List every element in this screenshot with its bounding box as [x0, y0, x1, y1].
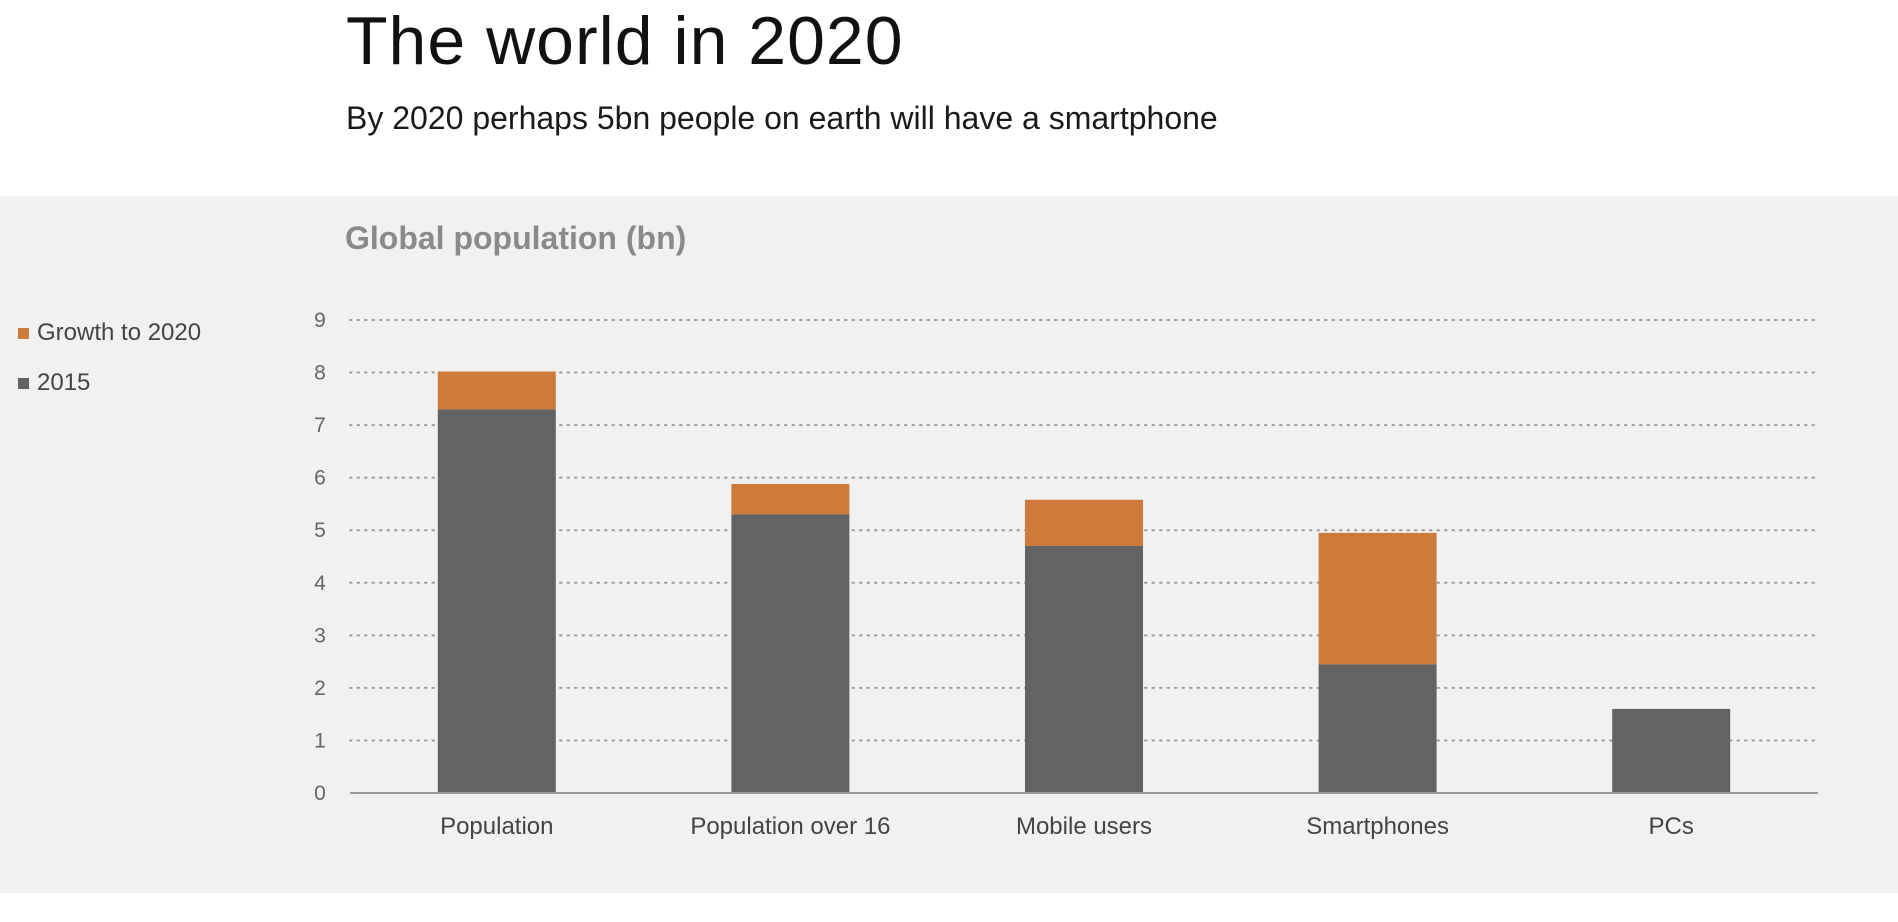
- page-title: The world in 2020: [346, 3, 904, 79]
- legend-swatch-growth: [18, 327, 29, 339]
- x-category-label: Population: [440, 813, 553, 840]
- y-tick-label: 1: [314, 729, 326, 752]
- y-tick-label: 3: [314, 624, 326, 647]
- y-tick-label: 7: [314, 414, 326, 437]
- x-category-label: Smartphones: [1306, 813, 1449, 840]
- bar-growth-to-2020: [1318, 532, 1437, 665]
- legend-label-2015: 2015: [37, 369, 91, 396]
- legend-item-2015: 2015: [18, 358, 201, 408]
- bar-growth-to-2020: [731, 483, 850, 515]
- x-category-labels: Population Population over 16 Mobile users…: [440, 813, 1694, 840]
- bar-2015: [1025, 545, 1143, 793]
- x-category-label: PCs: [1649, 813, 1694, 840]
- bar-2015: [1612, 708, 1731, 793]
- y-tick-label: 2: [314, 677, 326, 700]
- y-tick-labels: 0 1 2 3 4 5 6 7 8 9: [314, 309, 326, 805]
- bar-growth-to-2020: [1025, 499, 1143, 546]
- y-tick-label: 8: [314, 362, 326, 385]
- x-category-label: Mobile users: [1016, 813, 1152, 840]
- y-tick-label: 0: [314, 782, 326, 805]
- legend-swatch-2015: [18, 377, 29, 389]
- legend-label-growth: Growth to 2020: [37, 319, 202, 346]
- chart-panel: [0, 196, 1898, 893]
- x-category-label: Population over 16: [690, 813, 890, 840]
- y-tick-label: 5: [314, 519, 326, 542]
- bar-2015: [1318, 664, 1437, 793]
- bar-2015: [731, 514, 850, 793]
- chart-title: Global population (bn): [345, 220, 687, 256]
- bars: [437, 371, 1731, 793]
- bar-growth-to-2020: [437, 371, 556, 410]
- page-subtitle: By 2020 perhaps 5bn people on earth will…: [346, 100, 1218, 136]
- y-tick-label: 9: [314, 309, 326, 332]
- y-tick-label: 6: [314, 467, 326, 490]
- bar-2015: [437, 409, 556, 793]
- chart-legend: Growth to 2020 2015: [18, 308, 201, 408]
- y-tick-label: 4: [314, 572, 326, 595]
- legend-item-growth: Growth to 2020: [18, 308, 201, 358]
